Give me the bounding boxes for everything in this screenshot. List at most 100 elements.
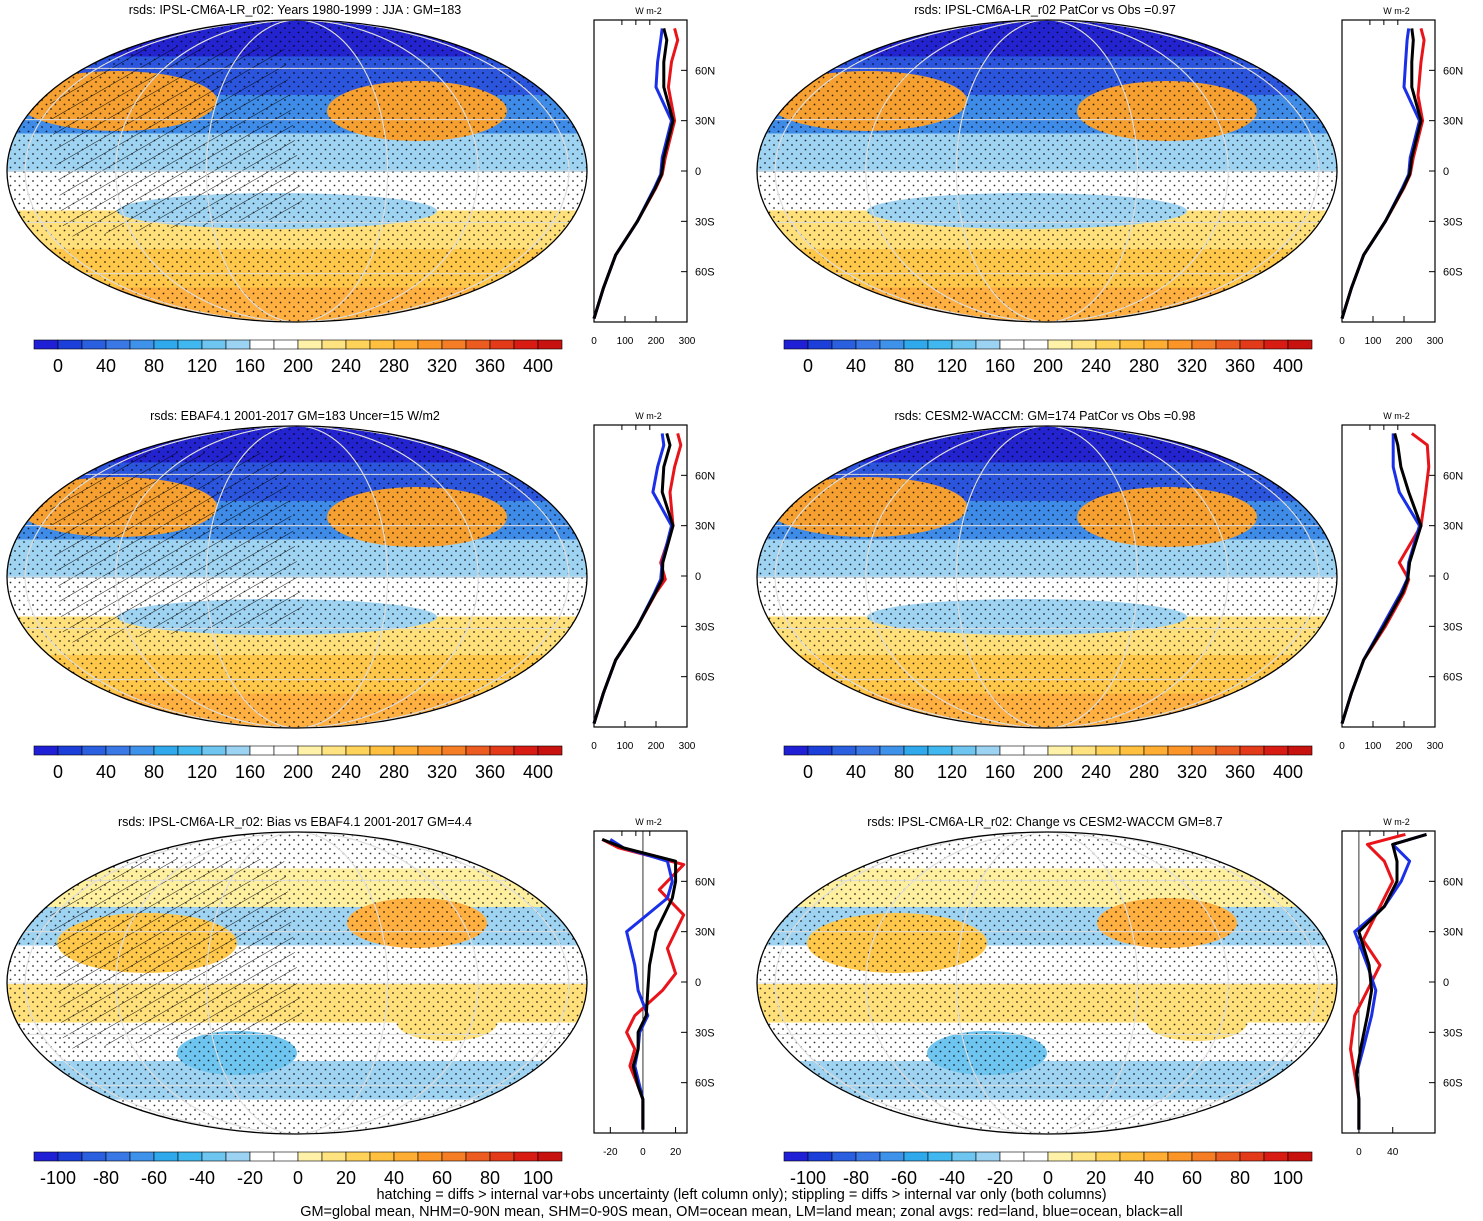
colorbar-swatch	[1071, 1151, 1097, 1162]
colorbar-label: 120	[187, 762, 217, 782]
colorbar-label: 280	[1129, 762, 1159, 782]
zonal-ytick-label: 30S	[1443, 621, 1463, 633]
colorbar-swatch	[513, 745, 539, 756]
zonal-xtick-label: 100	[617, 741, 634, 752]
zonal-xtick-label: 300	[679, 741, 696, 752]
colorbar-swatch	[1119, 745, 1145, 756]
colorbar-label: 360	[1225, 762, 1255, 782]
zonal-ytick-label: 60S	[1443, 267, 1463, 279]
colorbar-swatch	[1239, 745, 1265, 756]
colorbar-swatch	[441, 1151, 467, 1162]
colorbar-label: 160	[985, 762, 1015, 782]
colorbar-swatch	[537, 745, 563, 756]
colorbar-swatch	[1263, 339, 1289, 350]
zonal-xtick-label: 200	[1396, 741, 1413, 752]
zonal-ytick-label: 60N	[1443, 65, 1463, 77]
colorbar-swatch	[345, 339, 371, 350]
zonal-xtick-label: 0	[591, 741, 597, 752]
zonal-xtick-label: 40	[1387, 1147, 1399, 1158]
zonal-unit-label: W m-2	[1383, 6, 1410, 16]
colorbar-swatch	[369, 339, 395, 350]
zonal-line-black	[592, 433, 675, 725]
colorbar-swatch	[249, 745, 275, 756]
colorbar-swatch	[57, 339, 83, 350]
map-panel-6	[756, 831, 1338, 1135]
colorbar-swatch	[1023, 339, 1049, 350]
colorbar-swatch	[879, 745, 905, 756]
colorbar-swatch	[1023, 745, 1049, 756]
zonal-ytick-label: 0	[695, 571, 701, 583]
colorbar-swatch	[177, 1151, 203, 1162]
colorbar-swatch	[1047, 1151, 1073, 1162]
colorbar-swatch	[321, 339, 347, 350]
colorbar-label: 200	[1033, 356, 1063, 376]
colorbar-label: 280	[1129, 356, 1159, 376]
colorbar-label: -80	[93, 1168, 119, 1188]
zonal-ytick-label: 60N	[1443, 876, 1463, 888]
colorbar-swatch	[855, 339, 881, 350]
colorbar-swatch	[201, 1151, 227, 1162]
colorbar-swatch	[33, 745, 59, 756]
zonal-unit-label: W m-2	[1383, 817, 1410, 827]
colorbar-2: 0 40 80 120 160 200 240 280 320 360 400	[783, 339, 1313, 376]
colorbar-swatch	[783, 1151, 809, 1162]
colorbar-swatch	[417, 1151, 443, 1162]
colorbar-label: 80	[894, 762, 914, 782]
colorbar-swatch	[1143, 339, 1169, 350]
colorbar-swatch	[1071, 339, 1097, 350]
colorbar-label: -60	[141, 1168, 167, 1188]
colorbar-4: 0 40 80 120 160 200 240 280 320 360 400	[783, 745, 1313, 782]
zonal-mean-plot-1: W m-2 0 100 200 300 60N 30N 0 30S 60S	[591, 6, 715, 347]
panel-title-2: rsds: IPSL-CM6A-LR_r02 PatCor vs Obs =0.…	[914, 3, 1176, 17]
colorbar-swatch	[1215, 1151, 1241, 1162]
colorbar-swatch	[1143, 745, 1169, 756]
colorbar-6: -100 -80 -60 -40 -20 0 20 40 60 80 100	[783, 1151, 1313, 1188]
colorbar-label: 280	[379, 762, 409, 782]
panel-title-3: rsds: EBAF4.1 2001-2017 GM=183 Uncer=15 …	[150, 409, 440, 423]
zonal-ytick-label: 60S	[695, 672, 715, 684]
colorbar-swatch	[297, 339, 323, 350]
colorbar-label: 400	[1273, 356, 1303, 376]
colorbar-swatch	[345, 745, 371, 756]
zonal-xtick-label: 0	[1339, 336, 1345, 347]
zonal-ytick-label: 30N	[695, 927, 715, 939]
colorbar-label: 0	[293, 1168, 303, 1188]
footnote-line-1: hatching = diffs > internal var+obs unce…	[376, 1187, 1107, 1203]
colorbar-swatch	[1143, 1151, 1169, 1162]
colorbar-swatch	[999, 339, 1025, 350]
colorbar-swatch	[927, 1151, 953, 1162]
colorbar-label: 40	[1134, 1168, 1154, 1188]
zonal-ytick-label: 0	[1443, 166, 1449, 178]
zonal-ytick-label: 60S	[695, 267, 715, 279]
zonal-ytick-label: 60N	[695, 65, 715, 77]
colorbar-label: 0	[1043, 1168, 1053, 1188]
zonal-ytick-label: 30N	[1443, 927, 1463, 939]
colorbar-swatch	[1287, 1151, 1313, 1162]
colorbar-swatch	[1263, 745, 1289, 756]
zonal-ytick-label: 30S	[695, 1027, 715, 1039]
colorbar-swatch	[417, 339, 443, 350]
colorbar-label: 80	[480, 1168, 500, 1188]
colorbar-swatch	[345, 1151, 371, 1162]
colorbar-label: 400	[1273, 762, 1303, 782]
colorbar-swatch	[441, 745, 467, 756]
colorbar-swatch	[1095, 1151, 1121, 1162]
colorbar-label: 100	[523, 1168, 553, 1188]
zonal-unit-label: W m-2	[1383, 411, 1410, 421]
zonal-line-black	[601, 838, 678, 1130]
zonal-xtick-label: 200	[1396, 336, 1413, 347]
colorbar-label: 120	[187, 356, 217, 376]
zonal-line-blue	[609, 838, 674, 1130]
colorbar-swatch	[1239, 1151, 1265, 1162]
colorbar-swatch	[903, 745, 929, 756]
colorbar-swatch	[129, 1151, 155, 1162]
zonal-xtick-label: 100	[1365, 741, 1382, 752]
zonal-ytick-label: 30N	[1443, 116, 1463, 128]
colorbar-swatch	[1287, 339, 1313, 350]
colorbar-swatch	[951, 1151, 977, 1162]
zonal-xtick-label: 200	[648, 336, 665, 347]
map-panel-3	[6, 425, 588, 729]
colorbar-swatch	[201, 339, 227, 350]
colorbar-label: 400	[523, 762, 553, 782]
colorbar-swatch	[105, 339, 131, 350]
